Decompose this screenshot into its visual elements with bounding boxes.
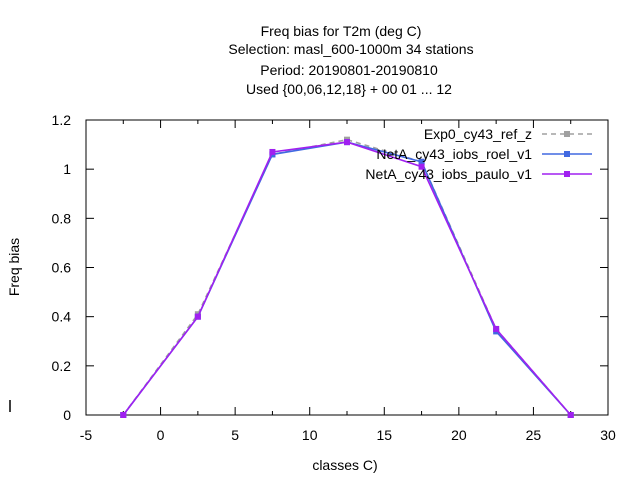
x-tick-label: 25: [526, 427, 542, 443]
data-point: [493, 325, 500, 332]
legend-label: NetA_cy43_iobs_paulo_v1: [365, 166, 532, 182]
y-tick-label: 0.6: [52, 260, 72, 276]
y-tick-label: 0.8: [52, 210, 72, 226]
x-tick-label: 30: [600, 427, 616, 443]
y-tick-label: 1.2: [52, 112, 72, 128]
chart-title-line-2: Selection: masl_600-1000m 34 stations: [228, 41, 473, 57]
legend-marker: [564, 171, 570, 177]
legend: Exp0_cy43_ref_z NetA_cy43_iobs_roel_v1 Net…: [365, 126, 592, 182]
x-axis-ticks: -5 0 5 10 15 20 25 30: [80, 120, 616, 443]
series-line: [122, 141, 572, 416]
x-tick-label: 10: [302, 427, 318, 443]
legend-marker: [564, 131, 570, 137]
x-tick-label: 5: [231, 427, 239, 443]
y-tick-label: 1: [63, 161, 71, 177]
series-3: [120, 139, 574, 418]
chart-title-line-4: Used {00,06,12,18} + 00 01 ... 12: [246, 81, 452, 97]
x-tick-label: 0: [157, 427, 165, 443]
legend-marker: [564, 151, 570, 157]
x-axis-label: classes C): [312, 457, 377, 473]
data-point: [418, 163, 425, 170]
data-point: [567, 412, 574, 418]
y-axis-ticks: 0 0.2 0.4 0.6 0.8 1 1.2: [52, 112, 608, 423]
chart-title-line-1: Freq bias for T2m (deg C): [261, 23, 422, 39]
x-tick-label: -5: [80, 427, 93, 443]
y-tick-label: 0.4: [52, 309, 72, 325]
data-point: [120, 412, 127, 418]
chart-title-block: Freq bias for T2m (deg C) Selection: mas…: [228, 23, 473, 97]
series-line: [122, 141, 572, 416]
chart-title-line-3: Period: 20190801-20190810: [260, 62, 438, 78]
legend-label: NetA_cy43_iobs_roel_v1: [376, 146, 532, 162]
y-tick-label: 0.2: [52, 358, 72, 374]
data-point: [269, 148, 276, 155]
x-tick-label: 15: [376, 427, 392, 443]
series-layer: [120, 136, 574, 418]
x-tick-label: 20: [451, 427, 467, 443]
legend-label: Exp0_cy43_ref_z: [424, 126, 532, 142]
plot-area-frame: [85, 119, 609, 416]
y-tick-label: 0: [63, 407, 71, 423]
data-point: [418, 158, 425, 165]
data-point: [194, 313, 201, 320]
y-axis-label: Freq bias: [6, 238, 22, 296]
data-point: [344, 139, 350, 146]
